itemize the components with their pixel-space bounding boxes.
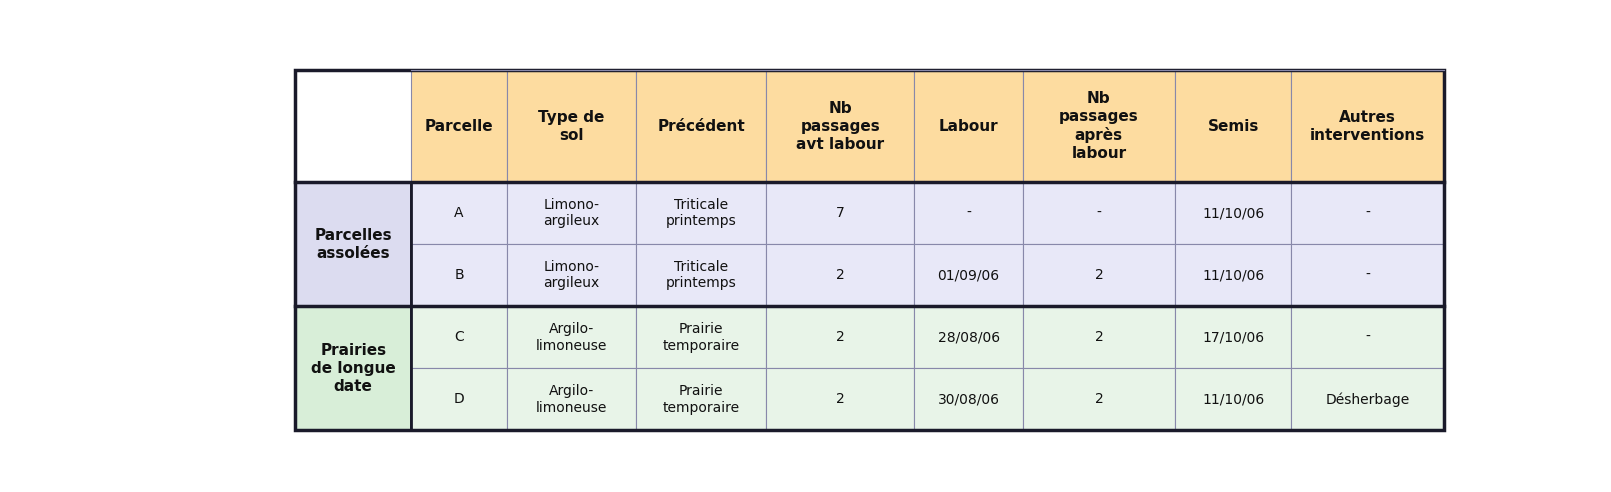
Text: 2: 2 (836, 330, 844, 344)
Text: C: C (454, 330, 464, 344)
Text: B: B (454, 268, 464, 282)
Bar (1023, 70, 1174, 182)
Bar (507, 182, 636, 244)
Text: Triticale
printemps: Triticale printemps (665, 198, 736, 228)
Text: Précédent: Précédent (657, 119, 746, 134)
Text: 2: 2 (836, 268, 844, 282)
Bar (915, 182, 1023, 244)
Text: -: - (1365, 268, 1369, 282)
Bar (507, 244, 636, 306)
Bar (636, 70, 767, 182)
Text: 2: 2 (1094, 330, 1104, 344)
Text: -: - (1097, 206, 1102, 220)
Bar (1023, 244, 1174, 306)
Text: 11/10/06: 11/10/06 (1202, 206, 1265, 220)
Text: 2: 2 (1094, 392, 1104, 406)
Bar (411, 182, 507, 244)
Text: 17/10/06: 17/10/06 (1202, 330, 1265, 344)
Bar (1023, 368, 1174, 430)
Bar (1292, 368, 1443, 430)
Text: Prairies
de longue
date: Prairies de longue date (311, 343, 396, 394)
Text: -: - (1365, 206, 1369, 220)
Bar (767, 70, 915, 182)
Bar (295, 306, 411, 430)
Bar (636, 244, 767, 306)
Bar (1174, 70, 1292, 182)
Bar (767, 244, 915, 306)
Text: Argilo-
limoneuse: Argilo- limoneuse (536, 384, 607, 415)
Text: -: - (967, 206, 971, 220)
Bar (767, 368, 915, 430)
Text: Nb
passages
après
labour: Nb passages après labour (1058, 91, 1139, 161)
Text: Semis: Semis (1208, 119, 1258, 134)
Bar (1292, 244, 1443, 306)
Bar (1174, 306, 1292, 368)
Text: 2: 2 (836, 392, 844, 406)
Text: 2: 2 (1094, 268, 1104, 282)
Bar (411, 306, 507, 368)
Text: Prairie
temporaire: Prairie temporaire (662, 384, 739, 415)
Text: 11/10/06: 11/10/06 (1202, 268, 1265, 282)
Text: 28/08/06: 28/08/06 (938, 330, 1000, 344)
Bar (1292, 306, 1443, 368)
Text: -: - (1365, 330, 1369, 344)
Text: Nb
passages
avt labour: Nb passages avt labour (796, 101, 884, 152)
Bar (507, 70, 636, 182)
Text: Limono-
argileux: Limono- argileux (543, 198, 599, 228)
Bar (915, 368, 1023, 430)
Bar (1292, 70, 1443, 182)
Bar (295, 70, 411, 182)
Bar (411, 244, 507, 306)
Bar (1174, 182, 1292, 244)
Text: D: D (454, 392, 464, 406)
Text: A: A (454, 206, 464, 220)
Text: Parcelles
assolées: Parcelles assolées (314, 228, 391, 261)
Text: Argilo-
limoneuse: Argilo- limoneuse (536, 322, 607, 353)
Bar (636, 182, 767, 244)
Bar (767, 306, 915, 368)
Bar (767, 182, 915, 244)
Text: Labour: Labour (939, 119, 999, 134)
Text: 30/08/06: 30/08/06 (938, 392, 999, 406)
Text: 7: 7 (836, 206, 844, 220)
Bar (507, 306, 636, 368)
Text: Autres
interventions: Autres interventions (1310, 110, 1426, 143)
Bar (636, 368, 767, 430)
Text: Prairie
temporaire: Prairie temporaire (662, 322, 739, 353)
Bar (507, 368, 636, 430)
Bar (636, 306, 767, 368)
Text: 11/10/06: 11/10/06 (1202, 392, 1265, 406)
Bar (1292, 182, 1443, 244)
Bar (1023, 306, 1174, 368)
Bar (1174, 368, 1292, 430)
Bar (915, 70, 1023, 182)
Text: Désherbage: Désherbage (1326, 392, 1410, 406)
Bar (411, 368, 507, 430)
Text: 01/09/06: 01/09/06 (938, 268, 1000, 282)
Bar (1174, 244, 1292, 306)
Bar (411, 70, 507, 182)
Bar (1023, 182, 1174, 244)
Text: Parcelle: Parcelle (425, 119, 493, 134)
Text: Type de
sol: Type de sol (538, 110, 604, 143)
Bar (295, 182, 411, 306)
Bar (915, 244, 1023, 306)
Text: Limono-
argileux: Limono- argileux (543, 260, 599, 290)
Bar (915, 306, 1023, 368)
Text: Triticale
printemps: Triticale printemps (665, 260, 736, 290)
